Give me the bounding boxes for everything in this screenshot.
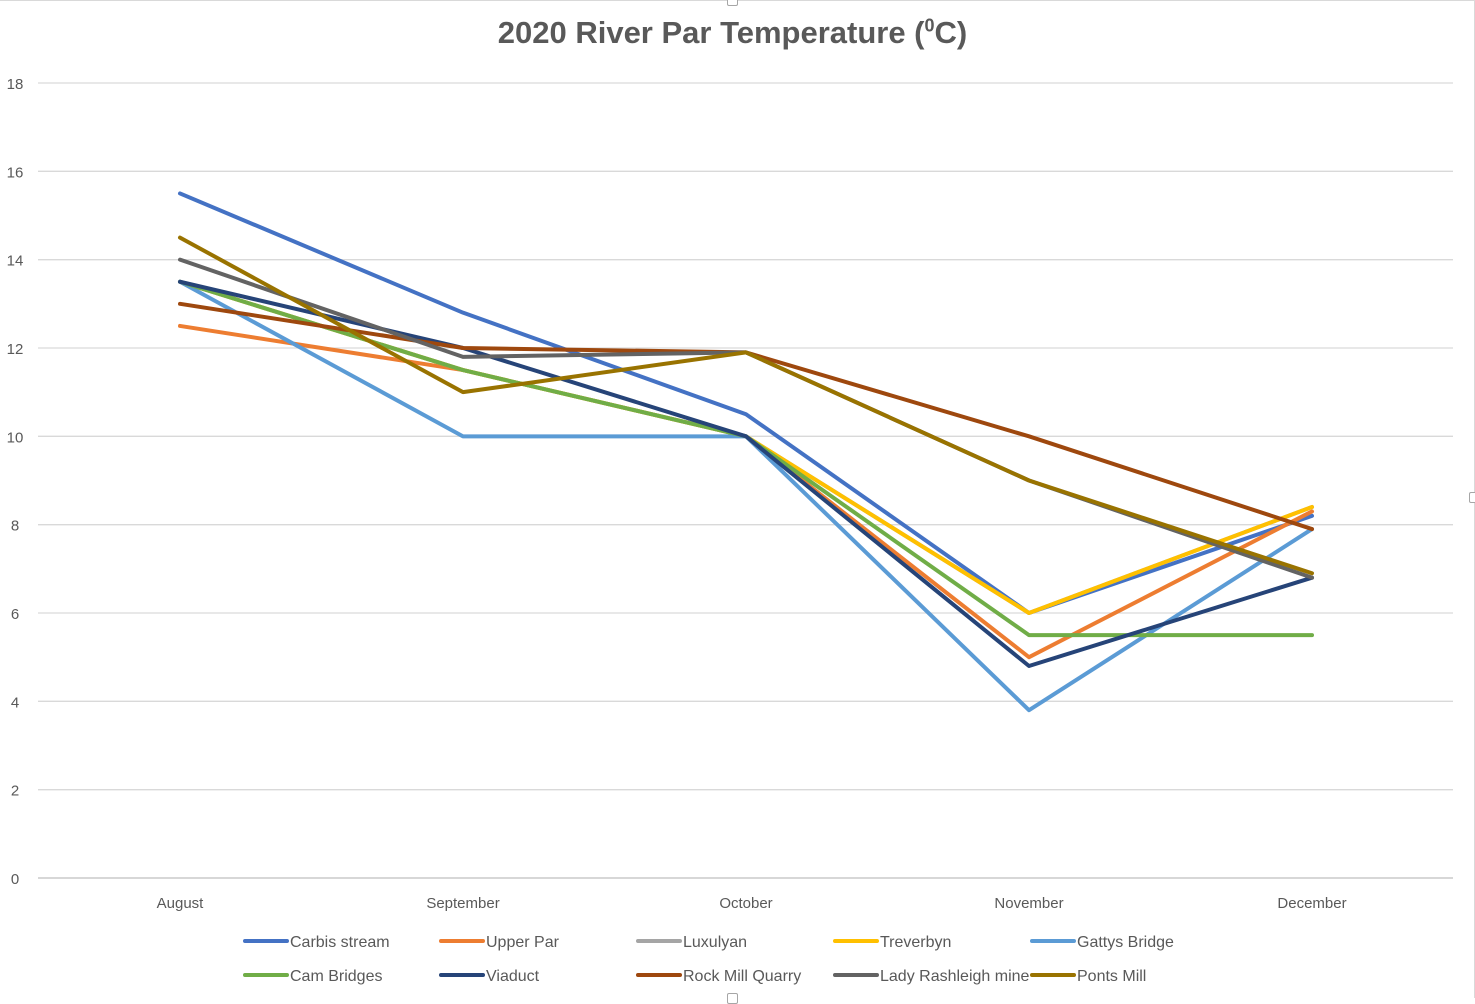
y-tick-label: 12 <box>7 341 24 358</box>
chart-title-superscript: 0 <box>924 15 935 36</box>
series-line-carbis-stream[interactable] <box>178 191 1314 615</box>
y-tick-label: 16 <box>7 164 24 181</box>
resize-handle-right[interactable] <box>1469 492 1475 503</box>
legend-label: Carbis stream <box>290 934 390 951</box>
legend-label: Ponts Mill <box>1077 968 1146 985</box>
series-line-ponts-mill[interactable] <box>178 235 1314 576</box>
legend-label: Cam Bridges <box>290 968 382 985</box>
legend-item[interactable]: Luxulyan <box>636 934 747 951</box>
y-tick-label: 10 <box>7 429 24 446</box>
x-tick-label: December <box>1277 895 1346 912</box>
legend-item[interactable]: Ponts Mill <box>1030 968 1146 985</box>
legend-item[interactable]: Lady Rashleigh mine <box>833 968 1030 985</box>
y-axis-labels: 0 2 4 6 8 10 12 14 16 18 <box>7 76 24 888</box>
chart-title-end: C) <box>934 15 968 50</box>
series-lines <box>178 191 1314 713</box>
chart-title: 2020 River Par Temperature (0C) <box>0 15 1465 51</box>
resize-handle-top[interactable] <box>727 0 738 6</box>
series-line-cam-bridges[interactable] <box>178 279 1314 638</box>
gridlines <box>38 82 1453 879</box>
legend-label: Rock Mill Quarry <box>683 968 801 985</box>
x-axis-labels: August September October November December <box>157 895 1347 912</box>
y-tick-label: 2 <box>11 783 19 800</box>
x-tick-label: September <box>426 895 499 912</box>
legend-item[interactable]: Viaduct <box>439 968 540 985</box>
x-tick-label: October <box>719 895 772 912</box>
y-tick-label: 8 <box>11 518 19 535</box>
legend-label: Gattys Bridge <box>1077 934 1174 951</box>
chart-title-main: 2020 River Par Temperature ( <box>497 15 925 50</box>
resize-handle-bottom[interactable] <box>727 993 738 1004</box>
x-tick-label: August <box>157 895 205 912</box>
series-line-lady-rashleigh-mine[interactable] <box>178 257 1314 580</box>
legend-label: Lady Rashleigh mine <box>880 968 1030 985</box>
legend-item[interactable]: Cam Bridges <box>243 968 382 985</box>
legend-item[interactable]: Gattys Bridge <box>1030 934 1174 951</box>
legend-item[interactable]: Treverbyn <box>833 934 951 951</box>
legend-item[interactable]: Upper Par <box>439 934 560 951</box>
legend-label: Luxulyan <box>683 934 747 951</box>
legend-label: Treverbyn <box>880 934 951 951</box>
legend: Carbis stream Upper Par Luxulyan Treverbyn G… <box>243 934 1174 985</box>
legend-label: Upper Par <box>486 934 560 951</box>
legend-label: Viaduct <box>486 968 540 985</box>
x-tick-label: November <box>994 895 1063 912</box>
y-tick-label: 4 <box>11 694 19 711</box>
legend-item[interactable]: Rock Mill Quarry <box>636 968 801 985</box>
legend-item[interactable]: Carbis stream <box>243 934 390 951</box>
y-tick-label: 18 <box>7 76 24 93</box>
y-tick-label: 0 <box>11 871 19 888</box>
y-tick-label: 6 <box>11 606 19 623</box>
y-tick-label: 14 <box>7 253 24 270</box>
series-line-gattys-bridge[interactable] <box>178 279 1314 713</box>
